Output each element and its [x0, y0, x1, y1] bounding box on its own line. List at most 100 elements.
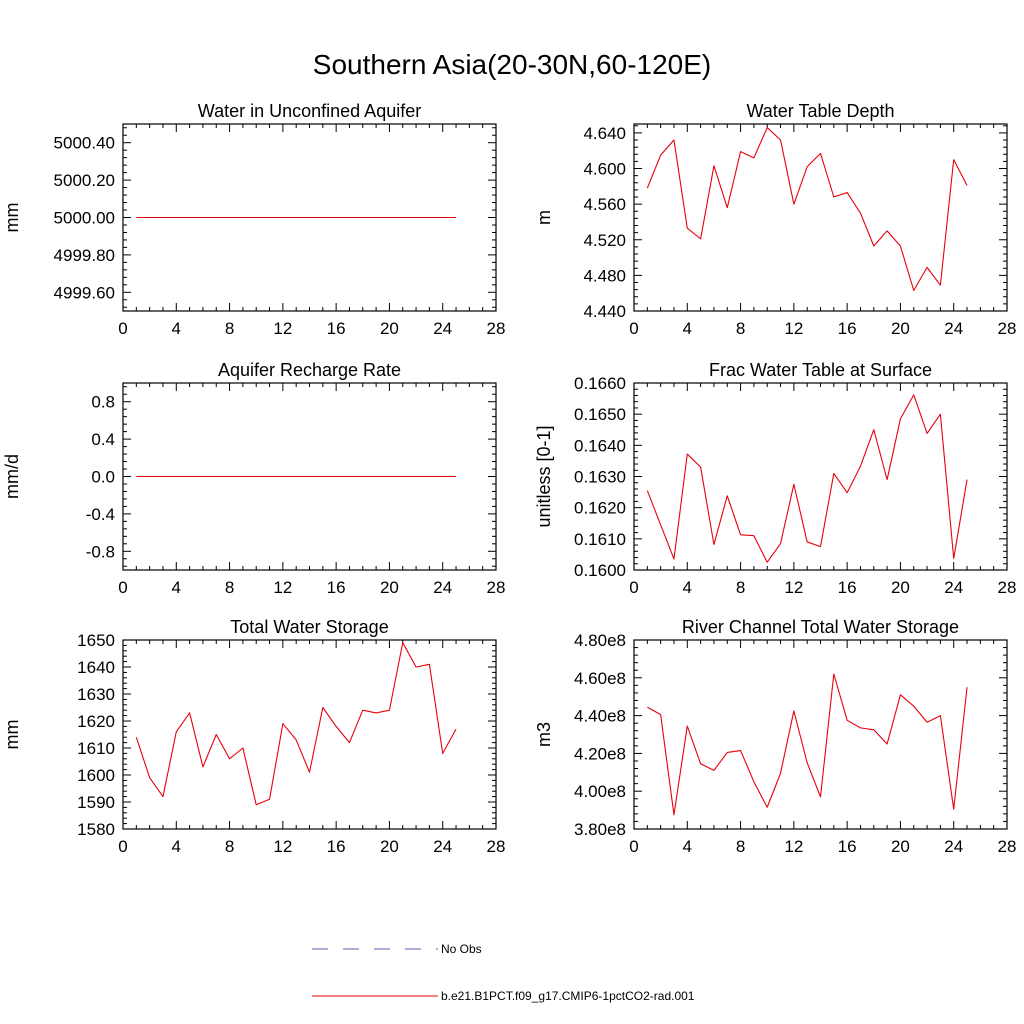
- y-tick-label: 0.1640: [574, 436, 626, 455]
- x-tick-label: 24: [433, 837, 452, 856]
- y-tick-label: 0.1630: [574, 468, 626, 487]
- x-tick-label: 12: [784, 319, 803, 338]
- plot-frame: [122, 382, 497, 571]
- x-tick-label: 28: [487, 319, 506, 338]
- y-tick-label: 0.0: [91, 468, 115, 487]
- x-tick-label: 8: [225, 578, 234, 597]
- y-tick-label: 0.1650: [574, 405, 626, 424]
- y-tick-label: 1610: [77, 739, 115, 758]
- y-tick-label: 0.8: [91, 393, 115, 412]
- x-tick-label: 12: [273, 319, 292, 338]
- legend-item: b.e21.B1PCT.f09_g17.CMIP6-1pctCO2-rad.00…: [312, 989, 695, 1003]
- x-tick-label: 0: [629, 578, 638, 597]
- y-tick-label: 4.480: [583, 266, 626, 285]
- plot-frame: [633, 382, 1008, 571]
- x-tick-label: 28: [998, 837, 1017, 856]
- x-tick-label: 24: [944, 319, 963, 338]
- x-tick-label: 12: [784, 837, 803, 856]
- panel-2: Water Table Depth m 0 4 8 12 16 20 24 28 4.440 4.48…: [534, 101, 1016, 338]
- plot-frame: [122, 123, 497, 312]
- y-tick-label: 1580: [77, 820, 115, 839]
- y-tick-label: 0.1660: [574, 374, 626, 393]
- series-line: [135, 642, 457, 806]
- x-tick-label: 20: [891, 837, 910, 856]
- x-tick-label: 16: [327, 578, 346, 597]
- x-tick-label: 0: [118, 319, 127, 338]
- x-tick-label: 28: [998, 578, 1017, 597]
- y-tick-label: -0.8: [86, 542, 115, 561]
- x-tick-label: 8: [736, 578, 745, 597]
- y-tick-label: 4999.80: [54, 246, 115, 265]
- x-tick-label: 16: [327, 319, 346, 338]
- plot-frame: [122, 639, 497, 830]
- plot-frame: [633, 123, 1008, 312]
- y-tick-label: 5000.40: [54, 134, 115, 153]
- y-tick-label: 1650: [77, 631, 115, 650]
- x-tick-label: 20: [891, 319, 910, 338]
- x-tick-label: 24: [433, 578, 452, 597]
- series-line: [647, 673, 968, 816]
- x-tick-label: 24: [944, 578, 963, 597]
- y-tick-label: 0.4: [91, 430, 115, 449]
- y-tick-label: 5000.00: [54, 209, 115, 228]
- x-tick-label: 4: [683, 837, 692, 856]
- legend-item: No Obs: [312, 942, 482, 956]
- x-tick-label: 16: [838, 837, 857, 856]
- y-tick-label: 1600: [77, 766, 115, 785]
- y-tick-label: 0.1620: [574, 499, 626, 518]
- x-tick-label: 24: [433, 319, 452, 338]
- y-tick-label: 4.80e8: [574, 631, 626, 650]
- x-tick-label: 28: [998, 319, 1017, 338]
- x-tick-label: 12: [784, 578, 803, 597]
- y-axis-label: m3: [534, 722, 554, 747]
- y-tick-label: 4.00e8: [574, 782, 626, 801]
- y-tick-label: 4.640: [583, 124, 626, 143]
- y-tick-label: 1640: [77, 658, 115, 677]
- y-tick-label: 4.40e8: [574, 707, 626, 726]
- panel-title: River Channel Total Water Storage: [682, 617, 959, 637]
- y-tick-label: 4999.60: [54, 283, 115, 302]
- y-tick-label: 0.1600: [574, 561, 626, 580]
- y-tick-label: 0.1610: [574, 530, 626, 549]
- x-tick-label: 20: [380, 578, 399, 597]
- y-tick-label: 4.440: [583, 302, 626, 321]
- x-tick-label: 4: [172, 837, 181, 856]
- x-tick-label: 4: [683, 319, 692, 338]
- x-tick-label: 0: [118, 837, 127, 856]
- x-tick-label: 0: [629, 319, 638, 338]
- x-tick-label: 8: [225, 837, 234, 856]
- panel-4: Frac Water Table at Surface unitless [0-1…: [534, 360, 1016, 597]
- plot-frame: [633, 639, 1008, 830]
- x-tick-label: 0: [118, 578, 127, 597]
- panel-title: Frac Water Table at Surface: [709, 360, 932, 380]
- panel-title: Water in Unconfined Aquifer: [198, 101, 421, 121]
- x-tick-label: 8: [736, 319, 745, 338]
- y-axis-label: mm: [2, 203, 22, 233]
- panel-6: River Channel Total Water Storage m3 0 4 8 12…: [534, 617, 1016, 856]
- x-tick-label: 24: [944, 837, 963, 856]
- y-axis-label: m: [534, 210, 554, 225]
- panel-1: Water in Unconfined Aquifer mm 0 4 8 12 16 20 24…: [2, 101, 505, 338]
- series-line: [646, 394, 968, 563]
- x-tick-label: 4: [172, 578, 181, 597]
- x-tick-label: 20: [891, 578, 910, 597]
- y-axis-label: mm/d: [2, 454, 22, 499]
- y-tick-label: -0.4: [86, 505, 115, 524]
- y-axis-label: mm: [2, 720, 22, 750]
- x-tick-label: 16: [838, 578, 857, 597]
- y-tick-label: 5000.20: [54, 171, 115, 190]
- panel-3: Aquifer Recharge Rate mm/d 0 4 8 12 16 20 24 28 -0…: [2, 360, 505, 597]
- y-axis-label: unitless [0-1]: [534, 425, 554, 527]
- x-tick-label: 20: [380, 837, 399, 856]
- y-tick-label: 4.600: [583, 160, 626, 179]
- y-tick-label: 1630: [77, 685, 115, 704]
- y-tick-label: 1620: [77, 712, 115, 731]
- panel-title: Aquifer Recharge Rate: [218, 360, 401, 380]
- panel-title: Water Table Depth: [746, 101, 894, 121]
- x-tick-label: 8: [736, 837, 745, 856]
- figure-title: Southern Asia(20-30N,60-120E): [313, 49, 711, 80]
- x-tick-label: 0: [629, 837, 638, 856]
